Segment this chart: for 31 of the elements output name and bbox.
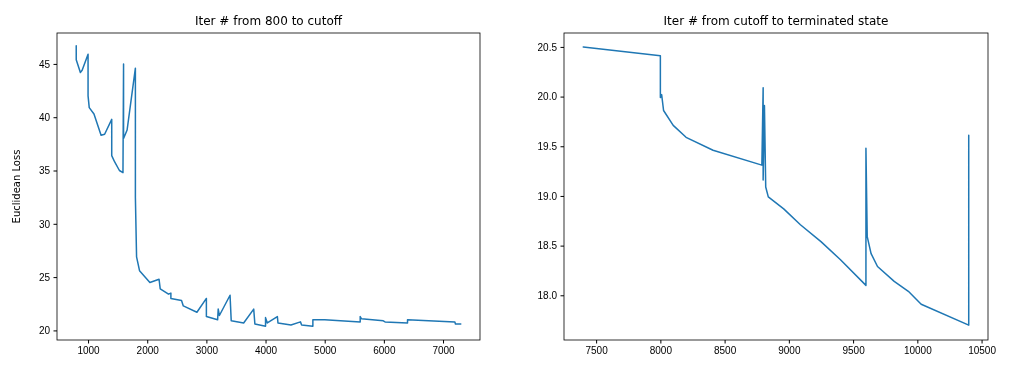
y-tick-label: 40 xyxy=(38,111,51,123)
y-tick-label: 35 xyxy=(38,165,51,177)
x-tick-label: 9500 xyxy=(842,345,866,357)
y-tick-label: 30 xyxy=(38,218,51,230)
y-tick-label: 20.5 xyxy=(537,41,558,53)
x-tick-label: 10000 xyxy=(903,345,933,357)
x-tick-label: 5000 xyxy=(314,345,337,357)
y-tick-label: 20.0 xyxy=(537,91,558,103)
x-tick-label: 4000 xyxy=(254,345,278,357)
x-tick-label: 8000 xyxy=(649,345,673,357)
x-tick-label: 7500 xyxy=(585,345,609,357)
y-tick-label: 18.0 xyxy=(537,289,558,301)
x-tick-label: 1000 xyxy=(77,345,101,357)
x-tick-label: 9000 xyxy=(778,345,801,357)
line-series xyxy=(582,46,970,326)
x-tick-label: 2000 xyxy=(136,345,160,357)
x-tick-label: 3000 xyxy=(195,345,219,357)
x-tick-label: 6000 xyxy=(373,345,396,357)
y-tick-label: 25 xyxy=(38,271,51,283)
y-tick-label: 45 xyxy=(38,58,51,70)
line-series xyxy=(75,45,462,327)
y-tick-label: 19.5 xyxy=(537,140,558,152)
chart-title: Iter # from cutoff to terminated state xyxy=(663,14,889,28)
y-tick-label: 18.5 xyxy=(537,240,558,252)
x-tick-label: 7000 xyxy=(432,345,456,357)
y-tick-label: 19.0 xyxy=(537,190,558,202)
x-tick-label: 10500 xyxy=(968,345,997,357)
y-tick-label: 20 xyxy=(38,325,51,337)
chart-title: Iter # from 800 to cutoff xyxy=(194,14,343,28)
y-axis-title: Euclidean Loss xyxy=(11,149,22,224)
x-tick-label: 8500 xyxy=(713,345,737,357)
